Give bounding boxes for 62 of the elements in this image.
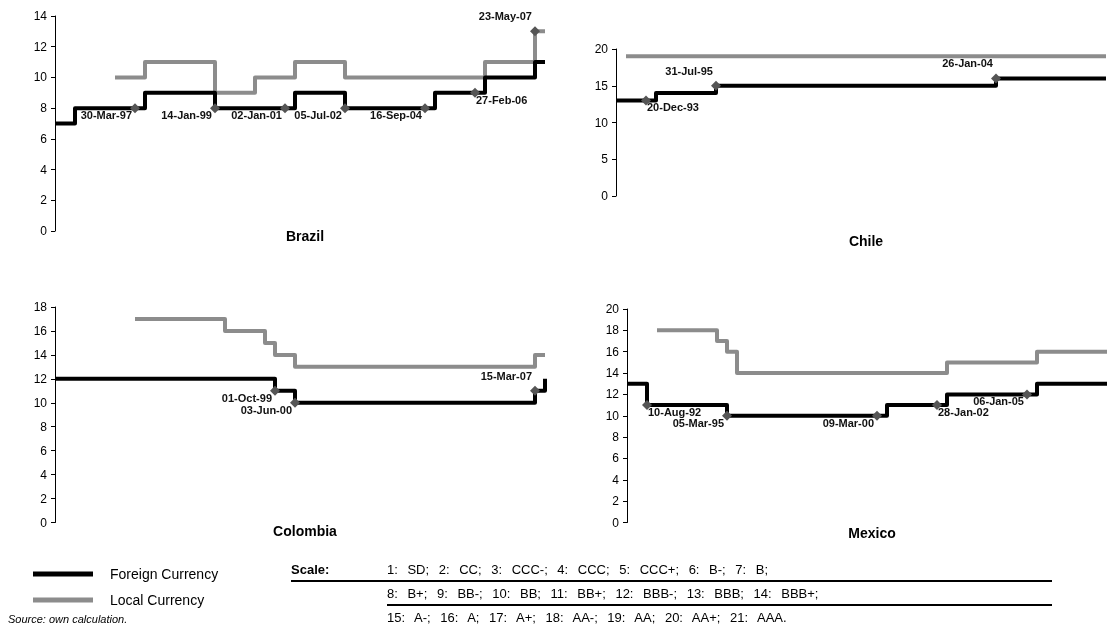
- data-label: 31-Jul-95: [665, 64, 713, 77]
- data-label: 10-Aug-92: [648, 406, 702, 419]
- text: 8: B+; 9: BB-; 10: BB; 11: BB+; 12: BBB-; 13: BBB; 14: BBB+;: [387, 581, 1052, 605]
- data-label: 15-Mar-07: [480, 369, 532, 382]
- y-tick-label: 6: [612, 451, 620, 466]
- data-label: 20-Dec-93: [647, 101, 699, 114]
- data-label: 16-Sep-04: [370, 109, 423, 122]
- text: Chile: [848, 233, 884, 249]
- data-label: 09-Mar-00: [822, 416, 874, 429]
- legend-label: Local Currency: [110, 592, 205, 608]
- y-tick-label: 0: [601, 189, 609, 203]
- y-tick-label: 0: [40, 515, 48, 530]
- y-tick-label: 4: [612, 472, 620, 487]
- data-label: 28-Jan-02: [938, 406, 989, 419]
- y-tick-label: 8: [612, 430, 620, 445]
- y-tick-label: 2: [40, 193, 48, 208]
- y-tick-label: 18: [605, 323, 620, 338]
- y-tick-label: 2: [612, 494, 620, 509]
- data-label: 30-Mar-97: [80, 109, 132, 122]
- data-label: 02-Jan-01: [231, 109, 282, 122]
- text: Mexico: [848, 525, 896, 541]
- y-tick-label: 12: [605, 387, 620, 402]
- data-label: 06-Jan-05: [973, 395, 1024, 408]
- source-note: Source: own calculation.: [8, 612, 128, 625]
- y-tick-label: 10: [594, 115, 609, 130]
- y-tick-label: 20: [594, 42, 609, 56]
- text: Brazil: [285, 228, 325, 244]
- y-tick-label: 14: [33, 9, 48, 23]
- data-label: 05-Jul-02: [294, 109, 342, 122]
- text: Colombia: [273, 523, 338, 539]
- data-label: 01-Oct-99: [221, 391, 272, 404]
- y-tick-label: 2: [40, 491, 48, 506]
- y-tick-label: 10: [605, 408, 620, 423]
- y-tick-label: 18: [33, 300, 48, 314]
- legend-label: Foreign Currency: [110, 566, 219, 582]
- y-tick-label: 12: [33, 39, 48, 54]
- data-label: 14-Jan-99: [161, 109, 212, 122]
- y-tick-label: 16: [605, 344, 620, 359]
- y-tick-label: 14: [605, 366, 620, 381]
- y-tick-label: 6: [40, 443, 48, 458]
- y-tick-label: 6: [40, 131, 48, 146]
- y-tick-label: 15: [594, 78, 609, 93]
- text: 15: A-; 16: A; 17: A+; 18: AA-; 19: AA; 20: AA+; 21: AAA.: [387, 609, 788, 627]
- y-tick-label: 0: [40, 224, 48, 238]
- y-tick-label: 8: [40, 101, 48, 116]
- text: Scale:: [291, 558, 387, 581]
- data-label: 27-Feb-06: [476, 93, 528, 106]
- y-tick-label: 4: [40, 467, 48, 482]
- y-tick-label: 10: [33, 395, 48, 410]
- y-tick-label: 5: [601, 152, 609, 167]
- y-tick-label: 20: [605, 302, 620, 316]
- y-tick-label: 0: [612, 515, 620, 530]
- data-label: 03-Jun-00: [240, 403, 292, 416]
- y-tick-label: 14: [33, 347, 48, 362]
- y-tick-label: 8: [40, 419, 48, 434]
- y-tick-label: 4: [40, 162, 48, 177]
- y-tick-label: 12: [33, 371, 48, 386]
- data-label: 26-Jan-04: [942, 57, 994, 70]
- data-label: 23-May-07: [478, 10, 532, 23]
- text: 1: SD; 2: CC; 3: CCC-; 4: CCC; 5: CCC+; 6: B-; 7: B;: [387, 558, 1052, 581]
- y-tick-label: 16: [33, 323, 48, 338]
- y-tick-label: 10: [33, 70, 48, 85]
